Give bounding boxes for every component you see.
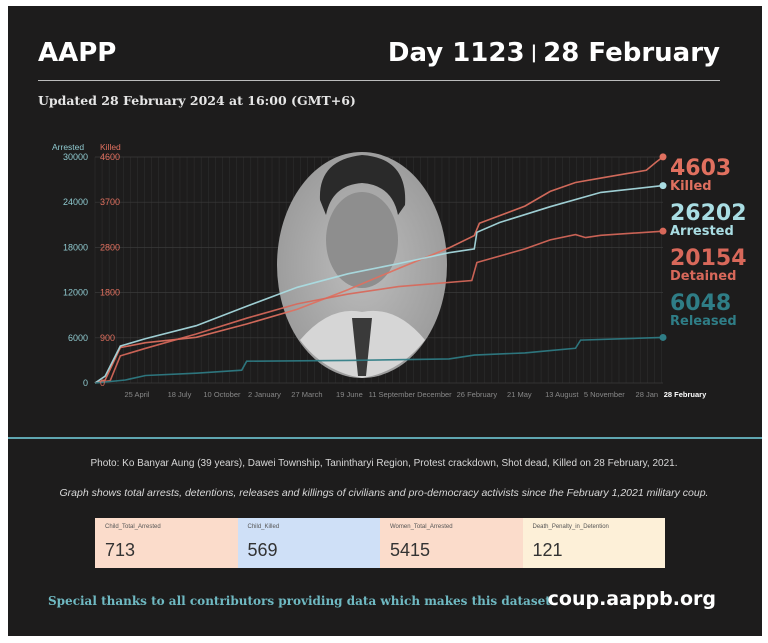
stat-card: Child_Total_Arrested 713 xyxy=(95,518,238,568)
series-name-arrested: Arrested xyxy=(670,224,734,239)
stats-cards: Child_Total_Arrested 713 Child_Killed 569 … xyxy=(95,518,665,568)
series-endpoint-arrested xyxy=(659,182,667,190)
series-line-arrested xyxy=(94,184,664,384)
y-tick-label-arrested: 18000 xyxy=(63,242,88,252)
x-tick-label: 2 January xyxy=(248,390,281,399)
series-value-arrested: 26202 xyxy=(670,201,747,226)
y-tick-label-arrested: 24000 xyxy=(63,197,88,207)
series-line-detained xyxy=(94,230,664,384)
separator: | xyxy=(530,42,538,63)
x-tick-label: 18 July xyxy=(168,390,192,399)
graph-note: Graph shows total arrests, detentions, r… xyxy=(59,487,709,499)
series-line-released xyxy=(94,336,664,384)
series-name-detained: Detained xyxy=(670,269,736,284)
y-tick-label-arrested: 6000 xyxy=(68,333,88,343)
portrait-photo xyxy=(277,152,447,378)
section-divider xyxy=(8,437,762,439)
y-tick-label-arrested: 12000 xyxy=(63,288,88,298)
y-tick-label-killed: 900 xyxy=(100,333,115,343)
x-tick-label: 28 Jan xyxy=(636,390,659,399)
stat-value: 569 xyxy=(247,540,278,560)
x-tick-label: 13 August xyxy=(545,390,579,399)
series-endpoint-detained xyxy=(659,227,667,235)
day-count: Day 1123 xyxy=(387,38,525,68)
y-tick-label-killed: 3700 xyxy=(100,197,120,207)
y-tick-label-killed: 2800 xyxy=(100,242,120,252)
series-endpoint-released xyxy=(659,333,667,341)
y-tick-label-killed: 0 xyxy=(100,378,105,388)
stat-value: 121 xyxy=(532,540,563,560)
series-name-released: Released xyxy=(670,314,737,329)
x-tick-label: 19 June xyxy=(336,390,363,399)
x-tick-label: December xyxy=(417,390,452,399)
series-value-killed: 4603 xyxy=(670,156,731,181)
series-value-detained: 20154 xyxy=(670,246,747,271)
stat-label: Women_Total_Arrested xyxy=(390,524,453,530)
y-tick-label-killed: 4600 xyxy=(100,152,120,162)
stat-card: Women_Total_Arrested 5415 xyxy=(380,518,523,568)
x-tick-label: 5 November xyxy=(584,390,625,399)
photo-caption: Photo: Ko Banyar Aung (39 years), Dawei … xyxy=(90,458,678,469)
header-rule xyxy=(38,80,720,81)
x-tick-label: 11 September xyxy=(369,390,416,399)
updated-text: Updated 28 February 2024 at 16:00 (GMT+6… xyxy=(38,93,356,108)
stat-value: 5415 xyxy=(390,540,431,560)
stat-label: Child_Killed xyxy=(247,524,280,530)
day-title: Day 1123 | 28 February xyxy=(388,38,720,68)
series-name-killed: Killed xyxy=(670,179,712,194)
x-tick-label: 26 February xyxy=(457,390,498,399)
series-line-killed xyxy=(94,156,664,384)
stat-label: Death_Penalty_in_Detention xyxy=(532,524,609,530)
date: 28 February xyxy=(543,38,720,68)
org-title: AAPP xyxy=(38,38,117,68)
stat-value: 713 xyxy=(105,540,136,560)
x-tick-label: 21 May xyxy=(507,390,532,399)
series-value-released: 6048 xyxy=(670,291,731,316)
stat-card: Child_Killed 569 xyxy=(237,518,380,568)
axis-label-arrested: Arrested xyxy=(52,142,84,152)
stat-card: Death_Penalty_in_Detention 121 xyxy=(522,518,665,568)
y-tick-label-arrested: 0 xyxy=(83,378,88,388)
x-tick-label: 25 April xyxy=(124,390,149,399)
stat-label: Child_Total_Arrested xyxy=(105,524,161,530)
x-tick-label: 28 February xyxy=(664,390,707,399)
series-endpoint-killed xyxy=(659,153,667,161)
y-tick-label-arrested: 30000 xyxy=(63,152,88,162)
x-tick-label: 10 October xyxy=(203,390,241,399)
axis-label-killed: Killed xyxy=(100,142,121,152)
thanks-text: Special thanks to all contributors provi… xyxy=(48,594,555,608)
y-tick-label-killed: 1800 xyxy=(100,288,120,298)
website-link[interactable]: coup.aappb.org xyxy=(547,588,716,610)
x-tick-label: 27 March xyxy=(291,390,322,399)
